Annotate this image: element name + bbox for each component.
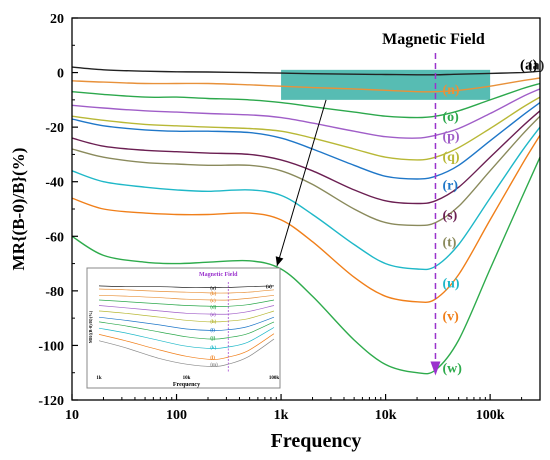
y-tick-label: -120 xyxy=(38,394,64,409)
series-label: (p) xyxy=(442,129,459,144)
y-tick-label: -60 xyxy=(45,230,64,245)
series-line xyxy=(71,102,541,180)
inset-background xyxy=(86,267,281,389)
series-label: (s) xyxy=(442,208,457,223)
inset-x-tick-label: 100k xyxy=(269,376,280,381)
inset-series-labels: (a)(b) (c)(d) (e) (h) (i) (j) (k) (l) (m) xyxy=(210,286,218,368)
inset-series-line xyxy=(98,321,275,340)
inset-chart: Magnetic Field (a) (a)(b)(c)(d)(e)(h)(i)… xyxy=(86,267,281,389)
inset-series-label: (e) xyxy=(210,313,216,318)
series-label: (n) xyxy=(442,83,459,98)
inset-series-label: (k) xyxy=(210,346,216,351)
y-axis: 20 0 -20 -40 -60 -80 -100 -120 xyxy=(38,12,78,409)
series-labels: (a) (n) (o) (p) (q) (r) (s) (t) (u) (v) (w) xyxy=(442,58,544,376)
panel-label: (a) xyxy=(520,57,538,73)
series-label: (t) xyxy=(442,236,456,251)
series-label: (q) xyxy=(442,150,459,165)
inset-series-label: (b) xyxy=(210,292,216,297)
inset-series-line xyxy=(98,338,275,367)
inset-series-line xyxy=(98,333,275,360)
x-axis-title: Frequency xyxy=(271,430,362,452)
y-tick-label: 20 xyxy=(50,12,64,27)
inset-series-line xyxy=(98,294,275,301)
series-line xyxy=(71,115,541,227)
series-line xyxy=(71,96,541,161)
inset-title: Magnetic Field xyxy=(199,272,238,278)
y-axis-title: MR{(B-0)/B}(%) xyxy=(9,148,28,271)
inset-series-label: (h) xyxy=(210,320,216,325)
y-tick-label: 0 xyxy=(57,67,64,82)
x-tick-label: 10k xyxy=(375,408,397,423)
series-line xyxy=(71,110,541,205)
series-line xyxy=(71,77,541,93)
series-label: (u) xyxy=(442,277,459,292)
series-line xyxy=(71,134,541,304)
x-axis: 10 100 1k 10k 100k xyxy=(65,394,541,423)
main-plot: Magnetic Field (a)(n)(o)(p)(q)(r)(s)(t)(… xyxy=(9,12,545,452)
inset-series-line xyxy=(98,316,275,331)
series-line xyxy=(71,88,541,139)
inset-panel-label: (a) xyxy=(266,285,272,290)
inset-series-line xyxy=(98,327,275,349)
inset-x-axis-title: Frequency xyxy=(173,382,200,388)
series-line xyxy=(71,82,541,119)
inset-series-label: (i) xyxy=(210,329,215,334)
inset-series-line xyxy=(98,285,275,288)
inset-x-tick-label: 10k xyxy=(183,376,191,381)
y-tick-label: -80 xyxy=(45,285,64,300)
inset-series-line xyxy=(98,310,275,323)
x-tick-label: 10 xyxy=(65,408,79,423)
inset-series-line xyxy=(98,288,275,294)
inset-series-label: (l) xyxy=(210,356,215,361)
x-tick-label: 100k xyxy=(476,408,505,423)
series-label: (o) xyxy=(442,110,459,125)
y-tick-label: -40 xyxy=(45,176,64,191)
magnetic-field-arrowhead xyxy=(430,361,441,376)
inset-series-line xyxy=(98,305,275,315)
inset-series-label: (j) xyxy=(210,337,215,342)
inset-series-label: (d) xyxy=(210,305,216,310)
series-label: (r) xyxy=(442,178,458,193)
y-tick-label: -20 xyxy=(45,121,64,136)
series-line xyxy=(71,66,541,76)
inset-series-label: (a) xyxy=(210,286,216,291)
series-line xyxy=(71,156,541,375)
series-layer xyxy=(71,66,541,375)
y-tick-label: -100 xyxy=(38,339,64,354)
series-label: (v) xyxy=(442,309,459,324)
inset-series-label: (c) xyxy=(210,299,216,304)
inset-series-line xyxy=(98,299,275,307)
inset-x-ticks: 1k 10k 100k xyxy=(96,376,279,381)
inset-y-axis-title: MR{(B-0)/B}(%) xyxy=(88,310,93,343)
series-label: (w) xyxy=(442,361,462,376)
inset-series-layer xyxy=(98,285,275,367)
series-line xyxy=(71,126,541,271)
inset-callout-line xyxy=(276,99,327,267)
x-tick-label: 100 xyxy=(166,408,187,423)
x-tick-label: 1k xyxy=(274,408,289,423)
inset-x-tick-label: 1k xyxy=(96,376,102,381)
magnetic-field-label: Magnetic Field xyxy=(382,31,485,48)
inset-callout-arrowhead xyxy=(275,256,284,266)
inset-series-label: (m) xyxy=(210,363,218,368)
